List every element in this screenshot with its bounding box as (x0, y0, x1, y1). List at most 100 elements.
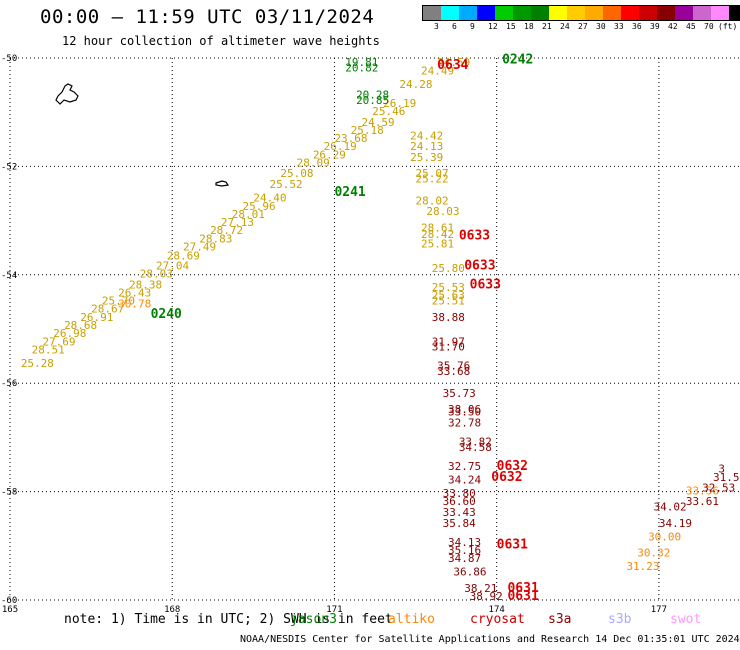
pass-time-label: 0633 (459, 229, 490, 244)
satellite-label-s3a: s3a (548, 612, 572, 627)
wave-height-value: 23.68 (334, 132, 367, 145)
wave-height-value: 28.69 (167, 250, 200, 263)
legend-swatch (693, 6, 711, 20)
wave-height-value: 28.02 (416, 194, 449, 207)
wave-height-value: 28.68 (64, 319, 97, 332)
legend-swatch (567, 6, 585, 20)
axis-tick-labels: 165 168 171 174 177 -50 -52 -54 -56 -58 -60 (1, 54, 667, 615)
wave-height-value: 33.68 (437, 365, 470, 378)
wave-height-value: 25.96 (243, 200, 276, 213)
lon-tick-label: 171 (326, 605, 342, 615)
wave-height-value: 28.09 (297, 156, 330, 169)
wave-height-value: 24.59 (437, 56, 470, 69)
lon-tick-label: 174 (489, 605, 505, 615)
wave-height-value: 32.75 (448, 460, 481, 473)
wave-height-value: 33.56 (686, 484, 719, 497)
wave-height-value: 32.53 (702, 482, 735, 495)
satellite-label-jason3: jason3 (290, 612, 337, 627)
wave-height-value: 34.13 (448, 536, 481, 549)
wave-height-value: 33.82 (459, 436, 492, 449)
legend-swatch (657, 6, 675, 20)
pass-time-label: 0633 (470, 277, 501, 292)
legend-swatch (675, 6, 693, 20)
satellite-label-swot: swot (670, 612, 702, 627)
legend-swatch (513, 6, 531, 20)
wave-height-value: 28.83 (199, 232, 232, 245)
pass-time-label: 0242 (502, 52, 533, 67)
island-outline (215, 180, 230, 187)
legend-label: 42 (668, 22, 678, 31)
wave-height-value: 27.69 (42, 335, 75, 348)
wave-height-value: 36.60 (443, 495, 476, 508)
legend-label: 24 (560, 22, 570, 31)
wave-height-value: 34.58 (459, 441, 492, 454)
wave-height-value: 35.76 (437, 360, 470, 373)
wave-height-value: 20.85 (356, 94, 389, 107)
wave-height-value: 35.16 (448, 544, 481, 557)
legend-swatch (477, 6, 495, 20)
wave-height-value: 33.50 (448, 406, 481, 419)
legend-swatch (441, 6, 459, 20)
legend-label: (ft) (718, 22, 738, 31)
pass-time-label: 0241 (334, 185, 365, 200)
legend-swatch (621, 6, 639, 20)
pass-time-label: 0240 (151, 307, 182, 322)
wave-height-value: 26.19 (383, 97, 416, 110)
legend-label: 33 (614, 22, 624, 31)
wave-height-value: 25.08 (280, 167, 313, 180)
wave-height-value: 31.23 (626, 560, 659, 573)
wave-height-value: 31.70 (432, 341, 465, 354)
wave-height-value: 33.61 (686, 495, 719, 508)
legend-label: 18 (524, 22, 534, 31)
wave-height-value: 35.73 (443, 387, 476, 400)
wave-height-value: 28.03 (426, 205, 459, 218)
legend-swatch (531, 6, 549, 20)
wave-height-value: 25.28 (21, 357, 54, 370)
island-outline (55, 83, 79, 105)
wave-height-value: 24.59 (361, 116, 394, 129)
legend-label: 9 (470, 22, 475, 31)
wave-height-value: 38.88 (432, 311, 465, 324)
lat-tick-label: -52 (1, 162, 17, 172)
wave-height-value: 28.01 (232, 208, 265, 221)
wave-height-value: 25.53 (432, 281, 465, 294)
wave-height-value: 28.67 (91, 303, 124, 316)
wave-height-value: 27.04 (156, 259, 189, 272)
legend-label: 6 (452, 22, 457, 31)
footer-note: note: 1) Time is in UTC; 2) SWH is in fe… (64, 612, 393, 627)
wave-height-value: 34.24 (448, 473, 481, 486)
wave-height-value: 24.49 (421, 64, 454, 77)
wave-height-value: 25.63 (432, 289, 465, 302)
wave-height-value: 24.13 (410, 140, 443, 153)
wave-height-value: 19.81 (345, 56, 378, 69)
wave-height-value: 25.39 (410, 151, 443, 164)
wave-height-value: 36.86 (453, 566, 486, 579)
wave-height-value: 28.42 (421, 228, 454, 241)
wave-height-value: 33.80 (443, 487, 476, 500)
lat-tick-label: -56 (1, 379, 17, 389)
satellite-label-s3b: s3b (608, 612, 632, 627)
legend-swatch (549, 6, 567, 20)
wave-height-value: 38.06 (448, 403, 481, 416)
wave-height-value: 31.97 (432, 335, 465, 348)
wave-height-value: 24.28 (399, 78, 432, 91)
legend-swatch (585, 6, 603, 20)
wave-height-value: 25.51 (432, 295, 465, 308)
color-scale-legend (422, 5, 740, 21)
pass-time-label: 0631 (497, 538, 528, 553)
wave-height-value: 25.52 (270, 178, 303, 191)
wave-height-value: 25.07 (416, 167, 449, 180)
wave-height-value: 3 (718, 463, 725, 476)
legend-swatch (459, 6, 477, 20)
wave-height-value: 24.42 (410, 129, 443, 142)
wave-height-value: 28.51 (32, 343, 65, 356)
legend-label: 15 (506, 22, 516, 31)
satellite-label-cryosat: cryosat (470, 612, 525, 627)
wave-height-value: 20.82 (345, 62, 378, 75)
wave-height-value: 31.5 (713, 471, 740, 484)
wave-height-value: 28.03 (140, 268, 173, 281)
wave-height-value: 26.43 (118, 286, 151, 299)
wave-height-value: 38.92 (470, 590, 503, 603)
wave-height-value: 30.32 (637, 547, 670, 560)
